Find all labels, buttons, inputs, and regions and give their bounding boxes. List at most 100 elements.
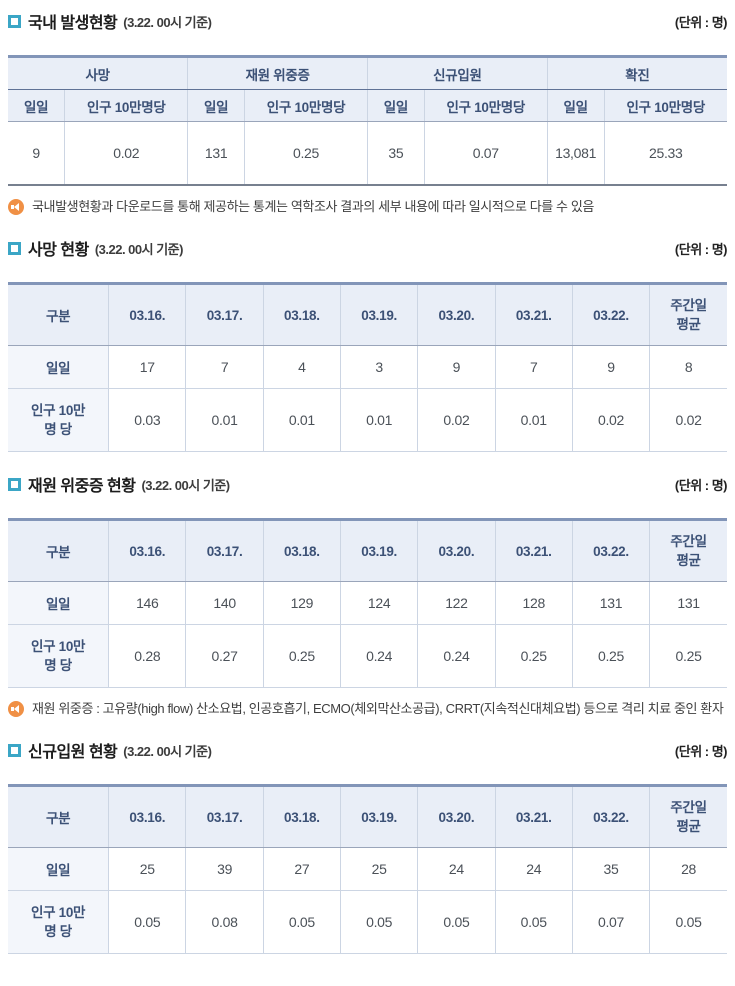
section-bullet-icon	[8, 743, 21, 757]
data-cell: 0.24	[339, 624, 419, 689]
section-header: 재원 위중증 현황 (3.22. 00시 기준) (단위 : 명)	[8, 472, 728, 496]
column-header: 03.19.	[339, 785, 419, 849]
group-header-severe: 재원 위중증	[187, 56, 368, 90]
data-cell: 24	[494, 847, 573, 892]
data-cell: 3	[339, 345, 419, 390]
section-bullet-icon	[8, 477, 21, 491]
subheader-daily: 일일	[546, 89, 605, 122]
note-text: 국내발생현황과 다운로드를 통해 제공하는 통계는 역학조사 결과의 세부 내용…	[32, 199, 594, 214]
table-row: 일일 17 7 4 3 9 7 9 8	[8, 345, 727, 390]
subheader-per100k: 인구 10만명당	[244, 89, 368, 122]
row-header-per100k: 인구 10만 명 당	[8, 624, 110, 689]
severe-weekly-table: 구분 03.16. 03.17. 03.18. 03.19. 03.20. 03…	[8, 518, 727, 689]
column-header: 03.19.	[339, 519, 419, 583]
data-cell: 25.33	[603, 121, 727, 186]
data-cell: 128	[494, 581, 573, 626]
column-header: 03.20.	[417, 283, 496, 347]
data-cell: 35	[571, 847, 651, 892]
column-header: 03.17.	[185, 519, 264, 583]
domestic-summary-table: 사망 재원 위중증 신규입원 확진 일일 인구 10만명당 일일 인구 10만명…	[8, 55, 727, 186]
section-header: 국내 발생현황 (3.22. 00시 기준) (단위 : 명)	[8, 9, 728, 33]
data-cell: 124	[339, 581, 419, 626]
column-header: 03.22.	[571, 785, 651, 849]
data-cell: 129	[262, 581, 342, 626]
data-cell: 25	[108, 847, 187, 892]
row-header-per100k: 인구 10만 명 당	[8, 388, 110, 453]
column-header: 03.18.	[262, 283, 342, 347]
data-cell: 0.01	[262, 388, 342, 453]
data-cell: 9	[8, 121, 66, 186]
section-title: 국내 발생현황	[28, 15, 118, 32]
column-header: 구분	[8, 283, 110, 347]
data-cell: 131	[571, 581, 651, 626]
data-cell: 0.25	[244, 121, 368, 186]
column-header-weekly-average: 주간일 평균	[649, 785, 727, 849]
subheader-per100k: 인구 10만명당	[603, 89, 727, 122]
admissions-weekly-table: 구분 03.16. 03.17. 03.18. 03.19. 03.20. 03…	[8, 784, 727, 955]
subheader-per100k: 인구 10만명당	[423, 89, 548, 122]
column-header: 구분	[8, 519, 110, 583]
group-header-deaths: 사망	[8, 56, 189, 90]
data-cell: 0.05	[649, 890, 727, 955]
data-cell: 0.27	[185, 624, 264, 689]
column-header: 03.20.	[417, 519, 496, 583]
data-cell: 122	[417, 581, 496, 626]
row-header-daily: 일일	[8, 581, 110, 626]
deaths-weekly-table: 구분 03.16. 03.17. 03.18. 03.19. 03.20. 03…	[8, 282, 727, 453]
section-domestic-status: 국내 발생현황 (3.22. 00시 기준) (단위 : 명) 사망 재원 위중…	[8, 9, 728, 216]
data-cell: 27	[262, 847, 342, 892]
table-row: 인구 10만 명 당 0.28 0.27 0.25 0.24 0.24 0.25…	[8, 624, 727, 689]
column-header: 03.19.	[339, 283, 419, 347]
section-bullet-icon	[8, 14, 21, 28]
data-cell: 146	[108, 581, 187, 626]
data-cell: 8	[649, 345, 727, 390]
data-cell: 0.03	[108, 388, 187, 453]
data-cell: 0.24	[417, 624, 496, 689]
unit-label: (단위 : 명)	[674, 743, 728, 759]
data-cell: 131	[187, 121, 246, 186]
section-severe-status: 재원 위중증 현황 (3.22. 00시 기준) (단위 : 명) 구분 03.…	[8, 472, 728, 718]
data-cell: 0.02	[571, 388, 651, 453]
data-cell: 24	[417, 847, 496, 892]
data-cell: 0.01	[339, 388, 419, 453]
unit-label: (단위 : 명)	[674, 241, 728, 257]
data-cell: 0.02	[64, 121, 189, 186]
data-cell: 0.07	[423, 121, 548, 186]
subheader-daily: 일일	[8, 89, 66, 122]
column-header: 03.21.	[494, 519, 573, 583]
column-header: 03.16.	[108, 785, 187, 849]
row-header-daily: 일일	[8, 847, 110, 892]
subheader-per100k: 인구 10만명당	[64, 89, 189, 122]
section-title: 사망 현황	[28, 242, 89, 260]
data-cell: 140	[185, 581, 264, 626]
column-header: 03.17.	[185, 785, 264, 849]
data-cell: 0.05	[262, 890, 342, 955]
column-header: 03.22.	[571, 519, 651, 583]
section-title: 재원 위중증 현황	[28, 478, 136, 496]
data-cell: 25	[339, 847, 419, 892]
table-row: 일일 146 140 129 124 122 128 131 131	[8, 581, 727, 626]
data-cell: 0.07	[571, 890, 651, 955]
data-cell: 7	[185, 345, 264, 390]
data-cell: 39	[185, 847, 264, 892]
data-cell: 0.25	[262, 624, 342, 689]
group-header-confirmed: 확진	[546, 56, 727, 90]
note: 국내발생현황과 다운로드를 통해 제공하는 통계는 역학조사 결과의 세부 내용…	[8, 198, 727, 216]
asof-label: (3.22. 00시 기준)	[141, 477, 230, 493]
table-row: 인구 10만 명 당 0.03 0.01 0.01 0.01 0.02 0.01…	[8, 388, 727, 453]
data-cell: 131	[649, 581, 727, 626]
asof-label: (3.22. 00시 기준)	[123, 743, 212, 759]
column-header: 03.21.	[494, 283, 573, 347]
note: 재원 위중증 : 고유량(high flow) 산소요법, 인공호흡기, ECM…	[8, 700, 727, 718]
group-header-admissions: 신규입원	[366, 56, 548, 90]
column-header: 03.20.	[417, 785, 496, 849]
speaker-icon	[8, 701, 24, 718]
data-cell: 0.05	[494, 890, 573, 955]
column-header: 03.22.	[571, 283, 651, 347]
data-cell: 0.01	[185, 388, 264, 453]
column-header: 03.16.	[108, 519, 187, 583]
column-header-weekly-average: 주간일 평균	[649, 283, 727, 347]
data-cell: 0.02	[649, 388, 727, 453]
section-header: 사망 현황 (3.22. 00시 기준) (단위 : 명)	[8, 236, 728, 260]
